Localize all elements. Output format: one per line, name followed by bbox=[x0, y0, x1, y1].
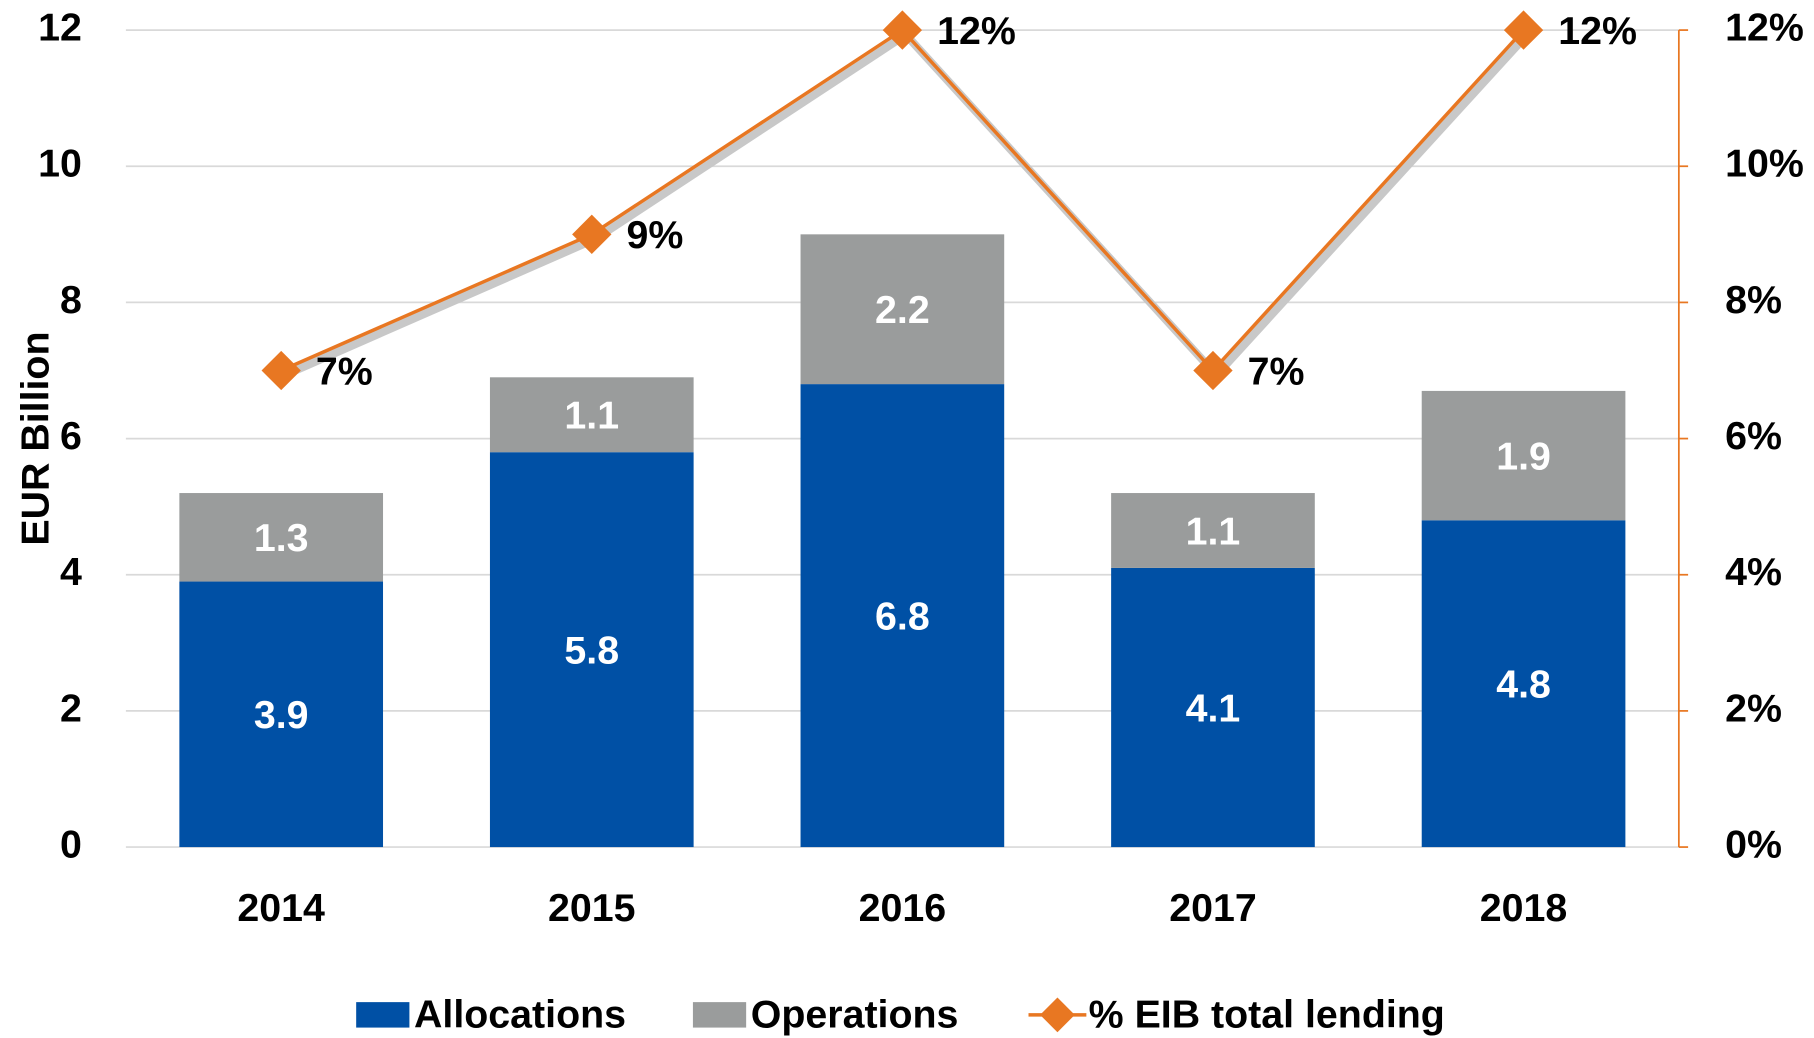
bar bbox=[1421, 520, 1626, 848]
bar bbox=[800, 384, 1005, 848]
y2-tick-label: 10% bbox=[1725, 142, 1804, 186]
bar-value-label: 1.1 bbox=[1186, 509, 1241, 553]
y2-tick-label: 4% bbox=[1725, 550, 1782, 594]
bar-value-label: 3.9 bbox=[254, 693, 309, 737]
y2-tick-label: 2% bbox=[1725, 686, 1782, 730]
line-value-label: 9% bbox=[626, 213, 683, 257]
x-tick-label: 2014 bbox=[237, 886, 325, 930]
bar bbox=[489, 452, 694, 848]
x-tick-label: 2017 bbox=[1169, 886, 1257, 930]
bar-value-label: 1.9 bbox=[1496, 434, 1551, 478]
y-tick-label: 0 bbox=[60, 822, 82, 866]
bar-value-label: 2.2 bbox=[875, 288, 930, 332]
bar-value-label: 6.8 bbox=[875, 594, 930, 638]
bar-value-label: 5.8 bbox=[564, 628, 619, 672]
legend-label: Operations bbox=[751, 993, 959, 1037]
y-tick-label: 8 bbox=[60, 278, 82, 322]
legend-swatch-marker bbox=[1040, 997, 1075, 1033]
bar bbox=[489, 377, 694, 453]
line-value-label: 12% bbox=[1558, 9, 1637, 53]
line-marker bbox=[261, 350, 301, 391]
line-value-label: 7% bbox=[316, 349, 373, 393]
y-tick-label: 10 bbox=[38, 142, 82, 186]
x-tick-label: 2016 bbox=[859, 886, 947, 930]
y2-tick-label: 0% bbox=[1725, 822, 1782, 866]
y-tick-label: 12 bbox=[38, 5, 82, 49]
y2-tick-label: 12% bbox=[1725, 5, 1804, 49]
y2-tick-label: 6% bbox=[1725, 414, 1782, 458]
y-axis-label: EUR Billion bbox=[13, 332, 57, 546]
bar-value-label: 4.8 bbox=[1496, 663, 1551, 707]
y-tick-label: 4 bbox=[60, 550, 82, 594]
legend-swatch bbox=[356, 1002, 410, 1028]
bar bbox=[800, 234, 1005, 385]
legend-label: Allocations bbox=[414, 993, 626, 1037]
line-marker bbox=[882, 10, 923, 50]
legend-swatch bbox=[692, 1002, 747, 1028]
y-tick-label: 2 bbox=[60, 686, 82, 730]
bar-value-label: 1.3 bbox=[254, 516, 309, 560]
line-value-label: 12% bbox=[937, 9, 1016, 53]
legend-label: % EIB total lending bbox=[1089, 993, 1445, 1037]
bar-value-label: 1.1 bbox=[564, 394, 619, 438]
line-value-label: 7% bbox=[1248, 349, 1305, 393]
y2-tick-label: 8% bbox=[1725, 278, 1782, 322]
x-tick-label: 2015 bbox=[548, 886, 636, 930]
bar-value-label: 4.1 bbox=[1186, 686, 1241, 730]
y-tick-label: 6 bbox=[60, 414, 82, 458]
line-marker bbox=[572, 214, 612, 255]
x-tick-label: 2018 bbox=[1480, 886, 1568, 930]
bar bbox=[179, 493, 384, 582]
bar bbox=[179, 581, 384, 848]
bar bbox=[1111, 567, 1315, 848]
bar bbox=[1421, 390, 1626, 521]
bar bbox=[1111, 493, 1315, 568]
